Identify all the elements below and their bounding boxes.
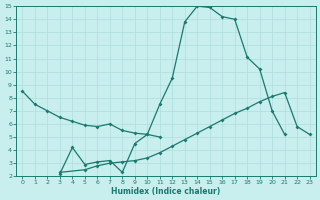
X-axis label: Humidex (Indice chaleur): Humidex (Indice chaleur) [111,187,221,196]
